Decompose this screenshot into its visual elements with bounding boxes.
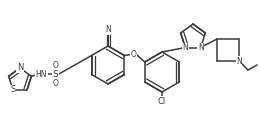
Text: S: S — [10, 85, 16, 94]
Text: O: O — [53, 79, 58, 88]
Text: O: O — [131, 50, 136, 59]
Text: O: O — [53, 61, 58, 70]
Text: N: N — [105, 25, 111, 34]
Text: N: N — [183, 43, 188, 52]
Text: N: N — [17, 63, 23, 72]
Text: Cl: Cl — [158, 96, 166, 105]
Text: N: N — [198, 43, 204, 52]
Text: S: S — [53, 70, 58, 79]
Text: HN: HN — [36, 70, 47, 79]
Text: N: N — [236, 56, 242, 65]
